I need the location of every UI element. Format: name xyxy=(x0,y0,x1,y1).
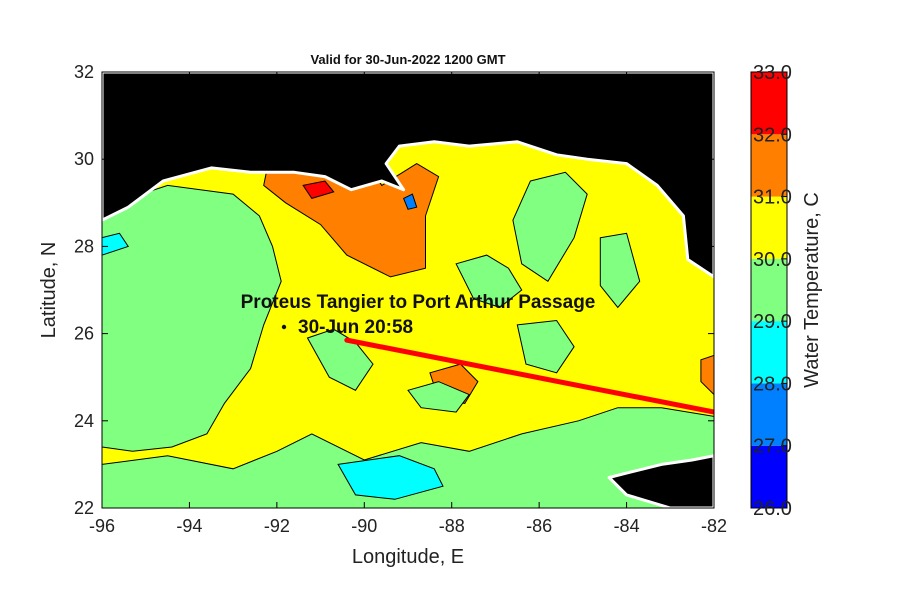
y-axis-label: Latitude, N xyxy=(38,242,60,339)
plot-frame xyxy=(101,71,715,509)
y-tick-label: 24 xyxy=(74,411,94,431)
colorbar-band-26 xyxy=(751,445,787,508)
temperature-region-29-10 xyxy=(599,232,641,309)
colorbar-tick-label: 28.0 xyxy=(753,373,792,395)
x-tick-label: -92 xyxy=(264,516,290,536)
y-axis: 22 24 26 28 30 32 xyxy=(74,62,714,518)
y-tick-label: 30 xyxy=(74,149,94,169)
temperature-region-29-6 xyxy=(102,407,714,508)
x-tick-label: -94 xyxy=(176,516,202,536)
x-tick-label: -96 xyxy=(89,516,115,536)
colorbar-band-28 xyxy=(751,321,787,384)
colorbar-tick-label: 30.0 xyxy=(753,249,792,271)
temperature-region-27-15 xyxy=(402,193,418,210)
y-tick-label: 28 xyxy=(74,236,94,256)
y-tick-label: 22 xyxy=(74,498,94,518)
route-line xyxy=(344,337,714,415)
temperature-region-29-8 xyxy=(455,254,523,308)
route-marker-dot xyxy=(281,324,287,330)
x-tick-label: -84 xyxy=(614,516,640,536)
temperature-region-29-5 xyxy=(102,184,282,452)
temperature-region-29-11 xyxy=(516,319,575,374)
route-marker-label: 30-Jun 20:58 xyxy=(298,317,413,338)
temperature-region-32-3 xyxy=(302,180,335,199)
colorbar-tick-label: 29.0 xyxy=(753,311,792,333)
colorbar-band-30 xyxy=(751,196,787,259)
colorbar-tick-label: 31.0 xyxy=(753,187,792,209)
chart-title: Valid for 30-Jun-2022 1200 GMT xyxy=(310,52,505,67)
colorbar-band-29 xyxy=(751,258,787,322)
temperature-region-28-14 xyxy=(337,455,444,500)
x-axis-label: Longitude, E xyxy=(352,546,464,568)
land-mass-1 xyxy=(607,454,714,508)
land-mass-0 xyxy=(102,72,714,279)
x-axis: -96 -94 -92 -90 -88 -86 -84 -82 xyxy=(89,72,727,536)
x-tick-label: -88 xyxy=(439,516,465,536)
y-tick-label: 26 xyxy=(74,324,94,344)
x-tick-label: -90 xyxy=(351,516,377,536)
colorbar-band-31 xyxy=(751,134,787,197)
route-name-label: Proteus Tangier to Port Arthur Passage xyxy=(241,292,596,313)
colorbar-frame xyxy=(750,71,788,509)
temperature-region-31-2 xyxy=(700,354,714,396)
colorbar-band-32 xyxy=(751,72,787,135)
x-tick-label: -86 xyxy=(526,516,552,536)
colorbar-label: Water Temperature, C xyxy=(801,192,823,388)
route-annotation: Proteus Tangier to Port Arthur Passage 3… xyxy=(241,292,596,338)
colorbar: 26.0 27.0 28.0 29.0 30.0 31.0 32.0 33.0 Water T… xyxy=(750,62,823,520)
colorbar-tick-label: 27.0 xyxy=(753,436,792,458)
temperature-region-29-9 xyxy=(512,171,588,283)
colorbar-band-27 xyxy=(751,383,787,446)
y-tick-label: 32 xyxy=(74,62,94,82)
colorbar-tick-label: 32.0 xyxy=(753,124,792,146)
temperature-region-28-13 xyxy=(102,232,129,256)
plot-area xyxy=(101,71,715,509)
colorbar-tick-label: 26.0 xyxy=(753,498,792,520)
x-tick-label: -82 xyxy=(701,516,727,536)
colorbar-tick-label: 33.0 xyxy=(753,62,792,84)
temperature-region-29-12 xyxy=(407,381,470,413)
